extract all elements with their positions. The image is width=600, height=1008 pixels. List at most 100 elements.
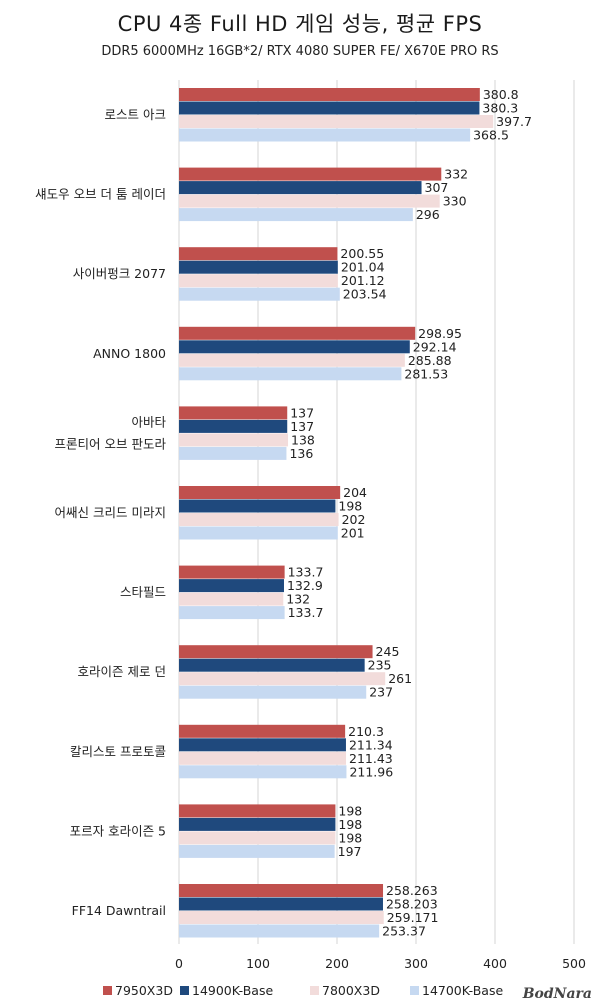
bar-1-0 bbox=[179, 167, 442, 181]
category-label-7: 호라이즌 제로 던 bbox=[78, 664, 166, 679]
value-label-0-0: 380.8 bbox=[483, 87, 519, 102]
value-label-3-2: 285.88 bbox=[408, 353, 452, 368]
bar-7-2 bbox=[179, 672, 386, 686]
legend-entry-1: 14900K-Base bbox=[192, 983, 273, 998]
bar-10-1 bbox=[179, 897, 383, 911]
bar-9-2 bbox=[179, 831, 336, 845]
value-label-6-1: 132.9 bbox=[287, 578, 323, 593]
bar-5-2 bbox=[179, 513, 339, 526]
value-label-10-0: 258.263 bbox=[386, 883, 438, 898]
bar-10-0 bbox=[179, 884, 384, 897]
bar-5-3 bbox=[179, 526, 338, 540]
x-tick-label-3: 300 bbox=[404, 956, 428, 971]
category-label-3: ANNO 1800 bbox=[93, 346, 166, 361]
value-label-7-0: 245 bbox=[376, 644, 400, 659]
chart-subtitle: DDR5 6000MHz 16GB*2/ RTX 4080 SUPER FE/ … bbox=[101, 44, 499, 59]
value-label-4-3: 136 bbox=[289, 446, 313, 461]
chart-title: CPU 4종 Full HD 게임 성능, 평균 FPS bbox=[117, 12, 483, 36]
watermark-logo: BodNara bbox=[522, 986, 592, 1002]
value-label-7-1: 235 bbox=[368, 658, 392, 673]
bar-9-3 bbox=[179, 844, 335, 858]
value-label-5-2: 202 bbox=[342, 512, 366, 527]
bar-6-3 bbox=[179, 606, 285, 620]
bar-6-1 bbox=[179, 579, 284, 593]
value-label-4-1: 137 bbox=[290, 419, 314, 434]
value-label-3-3: 281.53 bbox=[404, 366, 448, 381]
bar-2-0 bbox=[179, 247, 338, 261]
value-label-6-2: 132 bbox=[286, 592, 310, 607]
bar-7-1 bbox=[179, 658, 365, 672]
value-label-0-3: 368.5 bbox=[473, 128, 509, 143]
bar-0-0 bbox=[179, 88, 480, 101]
value-label-5-1: 198 bbox=[338, 499, 362, 514]
category-label-4-1: 프론티어 오브 판도라 bbox=[55, 436, 167, 451]
bar-4-0 bbox=[179, 406, 288, 420]
bar-3-1 bbox=[179, 340, 410, 354]
value-label-6-3: 133.7 bbox=[288, 605, 324, 620]
bar-1-1 bbox=[179, 181, 422, 195]
bar-8-3 bbox=[179, 765, 347, 779]
legend-entry-2: 7800X3D bbox=[322, 983, 380, 998]
value-label-1-1: 307 bbox=[425, 180, 449, 195]
value-label-8-3: 211.96 bbox=[349, 764, 393, 779]
value-label-7-2: 261 bbox=[388, 671, 412, 686]
category-label-8: 칼리스토 프로토콜 bbox=[70, 744, 166, 759]
bar-9-1 bbox=[179, 817, 336, 831]
bar-6-0 bbox=[179, 565, 285, 579]
category-label-6: 스타필드 bbox=[120, 585, 166, 600]
value-label-0-2: 397.7 bbox=[496, 114, 532, 129]
bar-3-2 bbox=[179, 353, 405, 367]
bar-3-3 bbox=[179, 367, 402, 381]
value-label-10-2: 259.171 bbox=[387, 910, 439, 925]
value-label-9-2: 198 bbox=[338, 830, 362, 845]
value-label-1-2: 330 bbox=[443, 194, 467, 209]
value-label-3-1: 292.14 bbox=[413, 339, 457, 354]
value-label-0-1: 380.3 bbox=[482, 101, 518, 116]
bar-0-3 bbox=[179, 128, 471, 142]
value-label-2-2: 201.12 bbox=[341, 273, 385, 288]
category-label-9: 포르자 호라이즌 5 bbox=[70, 823, 166, 838]
bar-10-3 bbox=[179, 924, 380, 938]
x-tick-label-0: 0 bbox=[175, 956, 183, 971]
value-label-4-2: 138 bbox=[291, 432, 315, 447]
value-label-3-0: 298.95 bbox=[418, 326, 462, 341]
value-label-10-1: 258.203 bbox=[386, 897, 438, 912]
bar-0-1 bbox=[179, 101, 480, 115]
bar-1-3 bbox=[179, 208, 413, 222]
legend-swatch-0 bbox=[103, 986, 112, 995]
x-tick-label-1: 100 bbox=[246, 956, 270, 971]
bar-4-1 bbox=[179, 419, 288, 433]
value-label-2-1: 201.04 bbox=[341, 260, 385, 275]
legend-swatch-3 bbox=[410, 986, 419, 995]
bar-4-3 bbox=[179, 446, 287, 460]
value-label-1-3: 296 bbox=[416, 207, 440, 222]
bar-8-0 bbox=[179, 724, 346, 738]
value-label-5-3: 201 bbox=[341, 526, 365, 541]
bar-2-2 bbox=[179, 274, 338, 288]
bar-9-0 bbox=[179, 804, 336, 818]
category-label-2: 사이버펑크 2077 bbox=[73, 266, 166, 281]
value-label-9-0: 198 bbox=[338, 803, 362, 818]
bar-7-0 bbox=[179, 645, 373, 659]
value-label-5-0: 204 bbox=[343, 485, 367, 500]
bar-4-2 bbox=[179, 433, 289, 447]
bar-8-2 bbox=[179, 751, 347, 765]
value-label-7-3: 237 bbox=[369, 685, 393, 700]
value-label-8-1: 211.34 bbox=[349, 737, 393, 752]
value-label-9-3: 197 bbox=[338, 844, 362, 859]
value-label-1-0: 332 bbox=[444, 167, 468, 182]
bar-3-0 bbox=[179, 326, 416, 340]
legend-swatch-2 bbox=[310, 986, 319, 995]
legend-entry-3: 14700K-Base bbox=[422, 983, 503, 998]
bar-10-2 bbox=[179, 911, 384, 924]
bar-5-1 bbox=[179, 499, 336, 513]
value-label-2-3: 203.54 bbox=[343, 287, 387, 302]
value-label-8-2: 211.43 bbox=[349, 751, 393, 766]
value-label-8-0: 210.3 bbox=[348, 724, 384, 739]
value-label-6-0: 133.7 bbox=[288, 565, 324, 580]
bar-6-2 bbox=[179, 592, 284, 606]
category-label-0: 로스트 아크 bbox=[105, 107, 166, 122]
x-tick-label-5: 500 bbox=[562, 956, 586, 971]
value-label-9-1: 198 bbox=[338, 817, 362, 832]
